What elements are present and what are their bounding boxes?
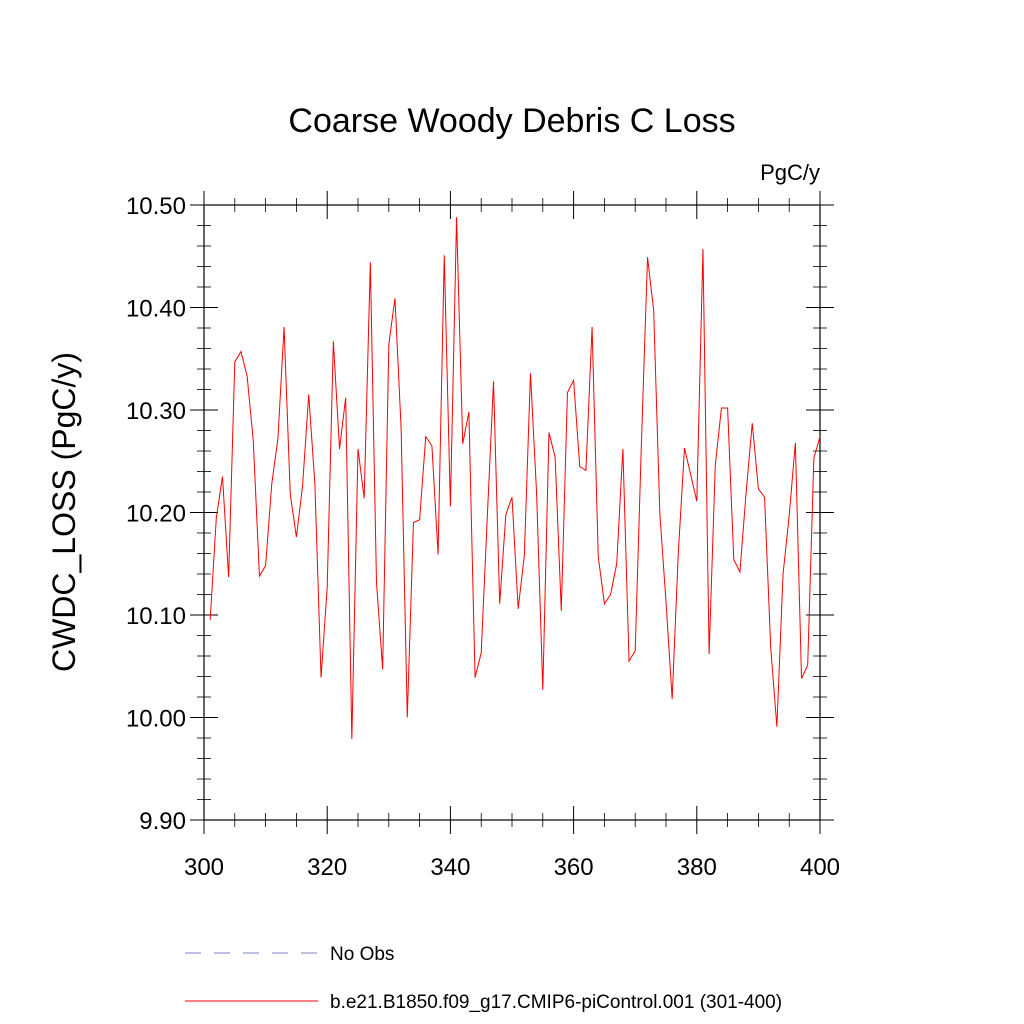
series-line-control-run: [209, 217, 821, 740]
legend-label-no-obs: No Obs: [330, 944, 394, 965]
x-tick-label: 380: [677, 854, 717, 881]
y-tick-label: 10.40: [126, 296, 186, 323]
series-layer: [209, 217, 821, 740]
plot-frame: [203, 204, 821, 821]
y-tick-label: 10.50: [126, 193, 186, 220]
y-tick-label: 10.00: [126, 706, 186, 733]
x-tick-label: 340: [430, 854, 470, 881]
tick-labels: 9.90 10.00 10.10 10.20 10.30 10.40 10.50 300 320…: [126, 193, 840, 881]
x-tick-label: 300: [184, 854, 224, 881]
tick-marks: [190, 191, 834, 834]
y-axis-label: CWDC_LOSS (PgC/y): [46, 352, 82, 672]
y-tick-label: 9.90: [139, 808, 186, 835]
units-label: PgC/y: [760, 160, 820, 185]
x-tick-label: 360: [554, 854, 594, 881]
chart-title: Coarse Woody Debris C Loss: [288, 102, 735, 140]
x-tick-label: 320: [307, 854, 347, 881]
y-tick-label: 10.20: [126, 501, 186, 528]
x-tick-label: 400: [800, 854, 840, 881]
legend: No Obs b.e21.B1850.f09_g17.CMIP6-piContr…: [185, 944, 782, 1013]
y-tick-label: 10.10: [126, 603, 186, 630]
y-tick-label: 10.30: [126, 398, 186, 425]
legend-label-control-run: b.e21.B1850.f09_g17.CMIP6-piControl.001 …: [330, 992, 782, 1013]
